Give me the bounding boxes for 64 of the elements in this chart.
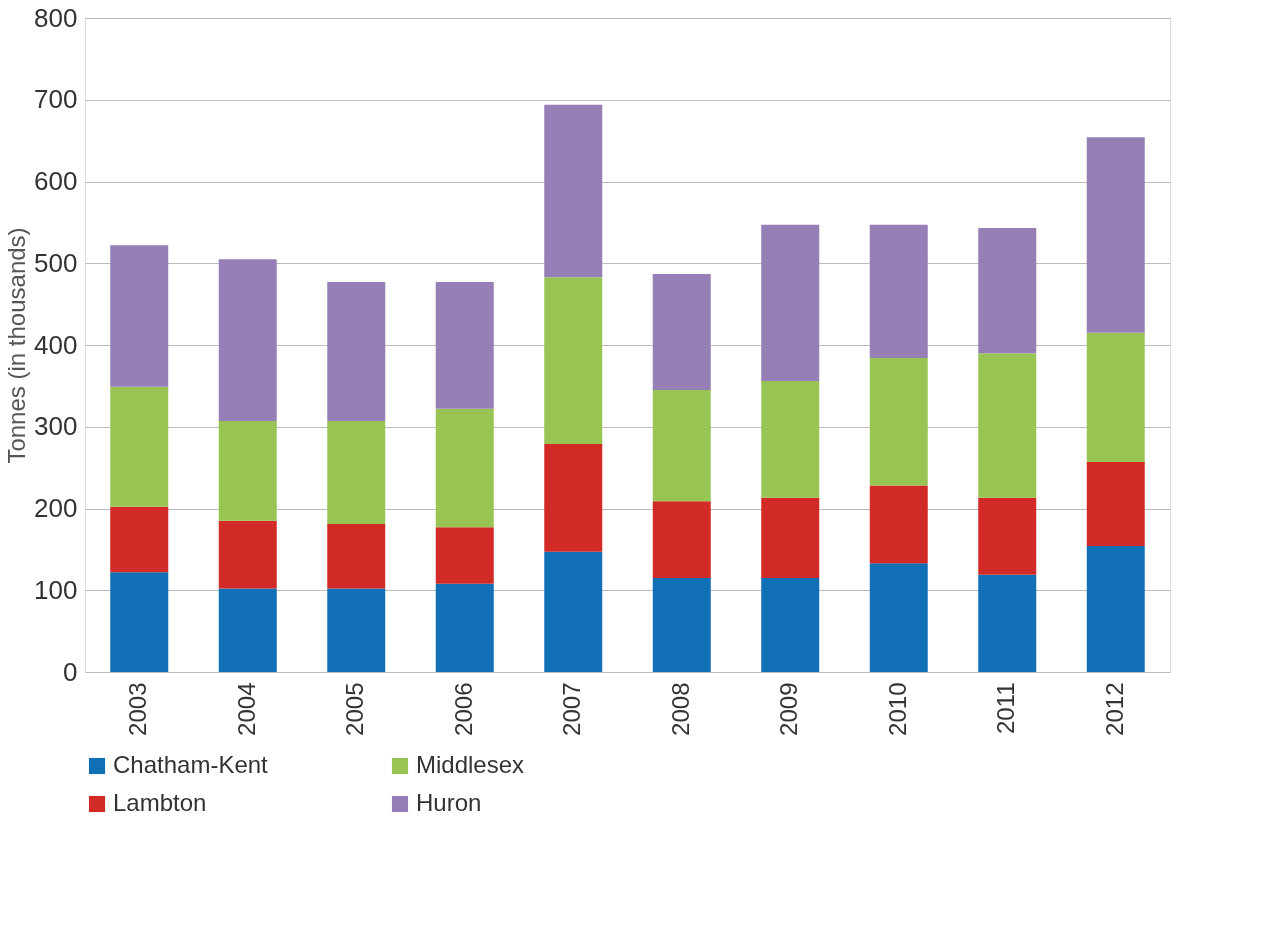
y-axis-title: Tonnes (in thousands) — [3, 227, 31, 464]
bar — [869, 358, 928, 486]
bar — [761, 224, 820, 381]
bar — [652, 501, 711, 578]
x-tick-label: 2012 — [1100, 682, 1128, 736]
y-tick-label: 600 — [34, 166, 78, 196]
bar — [978, 497, 1037, 575]
bar — [761, 380, 820, 498]
legend-label: Chatham-Kent — [113, 751, 269, 778]
bar — [978, 574, 1037, 672]
bar — [110, 572, 169, 672]
bar — [110, 245, 169, 387]
bar — [435, 583, 494, 672]
y-tick-label: 100 — [34, 574, 78, 605]
bar — [327, 282, 386, 422]
y-tick-label: 0 — [63, 656, 78, 687]
bar — [110, 386, 169, 507]
x-tick-label: 2010 — [883, 682, 911, 736]
bar — [869, 224, 928, 359]
legend-label: Lambton — [113, 789, 207, 816]
bar — [218, 421, 277, 521]
bar — [327, 588, 386, 672]
bar — [761, 577, 820, 672]
bar — [978, 228, 1037, 354]
y-tick-label: 200 — [34, 493, 78, 523]
bar — [327, 421, 386, 525]
y-tick-label: 400 — [34, 329, 78, 360]
x-tick-label: 2007 — [558, 682, 586, 736]
bar — [544, 104, 603, 278]
bar — [544, 443, 603, 552]
x-tick-label: 2006 — [449, 682, 477, 736]
bar — [869, 485, 928, 564]
bar — [1086, 332, 1145, 462]
bar — [110, 506, 169, 573]
x-tick-label: 2011 — [992, 682, 1020, 735]
x-tick-label: 2009 — [775, 682, 803, 736]
legend-label: Huron — [416, 789, 482, 816]
bar — [218, 520, 277, 589]
bar — [1086, 546, 1145, 672]
bar — [652, 273, 711, 390]
bar — [652, 577, 711, 672]
legend-label: Middlesex — [416, 751, 525, 778]
bar — [761, 497, 820, 578]
x-tick-label: 2005 — [341, 682, 369, 736]
bar — [218, 588, 277, 672]
y-tick-label: 500 — [34, 247, 78, 278]
bar — [544, 551, 603, 672]
x-tick-label: 2004 — [232, 682, 260, 736]
bar — [978, 353, 1037, 498]
bar — [1086, 461, 1145, 547]
y-tick-label: 800 — [34, 2, 78, 33]
bar — [652, 389, 711, 502]
bar — [544, 277, 603, 444]
bar — [327, 524, 386, 589]
bar — [1086, 137, 1145, 333]
x-tick-label: 2003 — [124, 682, 152, 736]
y-tick-label: 300 — [34, 411, 78, 442]
bar — [869, 563, 928, 672]
bar — [218, 259, 277, 422]
bar — [435, 527, 494, 584]
bar — [435, 408, 494, 528]
y-tick-label: 700 — [34, 84, 78, 115]
x-tick-label: 2008 — [666, 682, 694, 736]
bar — [435, 282, 494, 409]
